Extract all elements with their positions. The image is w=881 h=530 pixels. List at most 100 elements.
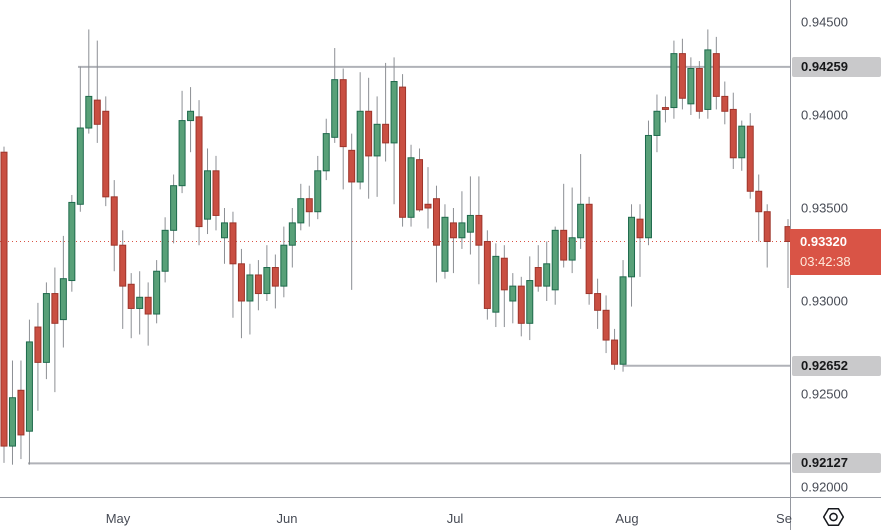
candle-body-down: [746, 125, 754, 192]
candle-body-down: [195, 116, 203, 228]
candle-body-down: [755, 190, 763, 213]
candle-body-up: [644, 134, 652, 239]
candle-body-down: [585, 203, 593, 295]
candle-body-down: [237, 263, 245, 302]
candle-body-up: [25, 341, 33, 432]
candle-body-down: [449, 222, 457, 239]
candle-body-down: [424, 203, 432, 209]
candle-body-up: [543, 263, 551, 287]
candle-body-down: [144, 296, 152, 315]
price-tick-label: 0.94000: [801, 107, 848, 123]
candle-body-down: [721, 95, 729, 112]
candle-body-up: [704, 49, 712, 110]
candle-body-up: [551, 229, 559, 291]
candle-body-up: [8, 397, 16, 447]
time-axis-panel: [0, 497, 881, 530]
scale-settings-button[interactable]: [818, 504, 849, 530]
candle-body-up: [619, 276, 627, 365]
time-tick-label: Jul: [446, 511, 464, 526]
price-tick-label: 0.92500: [801, 386, 848, 402]
price-tick-label: 0.94500: [801, 14, 848, 30]
candle-body-down: [119, 244, 127, 287]
candle-body-up: [297, 198, 305, 224]
candle-body-up: [466, 214, 474, 233]
candle-body-up: [187, 110, 195, 122]
candle-body-up: [76, 127, 84, 205]
candle-body-down: [102, 110, 110, 198]
last-price-value: 0.93320: [800, 234, 847, 250]
candle-body-up: [153, 270, 161, 315]
candle-body-down: [17, 389, 25, 436]
candle-body-up: [68, 201, 76, 282]
level-price-label: 0.94259: [792, 56, 881, 77]
candle-body-up: [85, 95, 93, 129]
candle-body-up: [263, 267, 271, 295]
candle-body-down: [712, 53, 720, 97]
candle-body-down: [271, 267, 279, 287]
scale-settings-icon: [822, 508, 845, 526]
candle-close-countdown: 03:42:38: [800, 254, 851, 270]
candle-body-down: [475, 214, 483, 246]
time-tick-label: May: [105, 511, 131, 526]
candle-body-down: [534, 267, 542, 287]
candle-body-up: [331, 79, 339, 138]
candle-body-up: [492, 255, 500, 313]
candle-body-down: [34, 326, 42, 363]
candle-body-up: [204, 170, 212, 220]
candle-body-up: [458, 222, 466, 239]
candle-body-down: [305, 198, 313, 213]
candle-body-up: [670, 53, 678, 109]
candle-body-down: [339, 79, 347, 148]
candle-body-up: [526, 280, 534, 324]
candle-body-up: [687, 68, 695, 105]
candle-body-down: [500, 257, 508, 291]
candle-body-down: [560, 229, 568, 261]
candle-body-down: [729, 108, 737, 159]
candle-body-up: [246, 274, 254, 302]
level-price-label: 0.92127: [792, 453, 881, 474]
candle-body-up: [288, 222, 296, 246]
candle-body-down: [0, 151, 8, 447]
candle-body-down: [602, 309, 610, 341]
candle-body-up: [738, 125, 746, 159]
candle-body-down: [517, 285, 525, 324]
candle-body-up: [136, 296, 144, 309]
candle-body-down: [763, 211, 771, 242]
price-tick-label: 0.93000: [801, 293, 848, 309]
candle-body-up: [314, 170, 322, 213]
level-price-label: 0.92652: [792, 355, 881, 376]
candle-body-up: [628, 216, 636, 278]
candle-body-up: [373, 123, 381, 157]
candle-body-up: [407, 157, 415, 218]
candle-body-down: [483, 240, 491, 309]
candle-body-up: [280, 244, 288, 287]
candle-body-down: [661, 107, 669, 110]
candle-body-down: [594, 293, 602, 311]
candle-body-up: [509, 285, 517, 302]
candle-body-up: [356, 110, 364, 183]
candle-body-down: [229, 222, 237, 265]
candle-body-up: [178, 120, 186, 187]
candle-body-up: [441, 216, 449, 272]
candle-body-up: [390, 81, 398, 144]
candle-body-up: [161, 229, 169, 272]
candle-body-up: [577, 203, 585, 239]
candle-body-down: [365, 110, 373, 157]
candle-body-up: [322, 133, 330, 172]
candle-body-down: [432, 198, 440, 246]
last-price-label: 0.93320 03:42:38: [790, 229, 881, 276]
time-tick-label: Se: [776, 511, 792, 526]
candle-body-up: [653, 110, 661, 136]
candle-body-down: [212, 170, 220, 216]
candle-body-down: [93, 99, 101, 125]
candle-body-up: [220, 222, 228, 239]
price-tick-label: 0.92000: [801, 479, 848, 495]
candle-body-down: [636, 218, 644, 239]
candle-body-down: [416, 159, 424, 211]
candle-body-down: [382, 123, 390, 144]
candle-body-down: [399, 86, 407, 218]
candle-body-down: [51, 293, 59, 324]
candle-body-down: [678, 53, 686, 99]
